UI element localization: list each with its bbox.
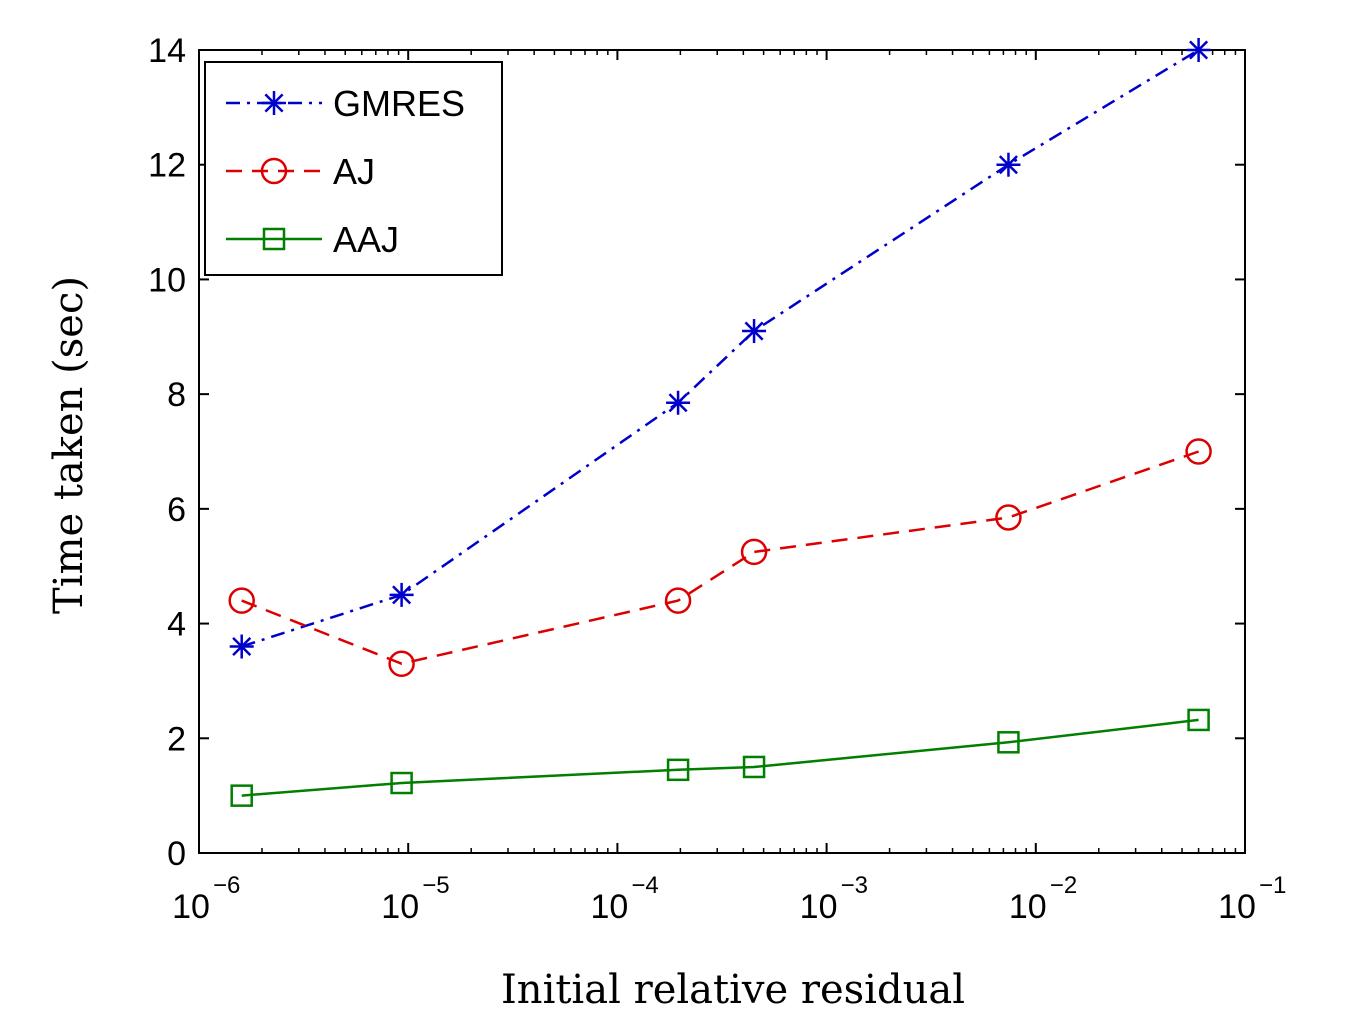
y-tick-label: 10 [148,261,186,299]
y-axis-ticks: 0 2 4 6 8 10 12 14 [148,32,1245,873]
legend-label-aj: AJ [333,151,375,192]
data-point-aaj [742,755,766,779]
data-point-aj [995,504,1022,531]
data-point-aaj [666,758,690,782]
x-axis-label: Initial relative residual [501,967,965,1013]
legend-marker-aaj [262,227,286,251]
x-tick-exponent: −1 [1259,872,1286,899]
series-line-aj [241,450,1200,666]
series-layer [228,38,1212,807]
y-tick-label: 2 [167,720,186,758]
data-point-aaj [390,771,413,795]
x-tick-label: 10 [800,888,838,926]
data-point-aj [664,587,692,614]
x-tick-label: 10 [590,888,628,926]
data-point-aj [1185,438,1212,465]
data-point-aaj [230,784,253,807]
x-tick-label: 10 [1009,888,1047,926]
x-tick-label: 10 [1218,888,1256,926]
y-tick-label: 4 [167,606,186,644]
legend-entries: GMRES AJ AAJ [226,83,465,260]
x-tick-label: 10 [381,888,419,926]
y-axis-label: Time taken (sec) [46,276,92,614]
data-point-gmres [996,152,1021,177]
x-tick-exponent: −5 [422,872,449,899]
data-point-aj [388,650,415,677]
x-axis-ticks: 10−610−510−410−310−210−1 [172,50,1286,926]
legend: GMRES AJ AAJ [204,61,503,276]
y-tick-label: 6 [167,491,186,529]
legend-label-gmres: GMRES [333,83,465,124]
data-point-aaj [1187,708,1210,732]
x-tick-exponent: −2 [1050,872,1077,899]
series-line-aaj [241,718,1199,797]
x-tick-exponent: −4 [631,872,658,899]
y-tick-label: 0 [167,835,186,873]
data-point-gmres [1186,38,1211,62]
data-point-gmres [229,634,254,659]
legend-label-aaj: AAJ [333,219,399,260]
data-point-aj [740,538,768,566]
data-point-gmres [389,582,414,607]
legend-marker-aj [260,157,288,185]
y-tick-label: 12 [148,147,186,185]
x-tick-exponent: −3 [841,872,868,899]
x-tick-exponent: −6 [213,872,240,899]
data-point-gmres [666,390,691,415]
y-tick-label: 14 [148,32,186,70]
y-tick-label: 8 [167,376,186,414]
x-tick-label: 10 [172,888,210,926]
data-point-aaj [997,731,1020,754]
data-point-aj [228,587,255,614]
data-point-gmres [742,319,767,344]
legend-marker-gmres [262,91,286,115]
